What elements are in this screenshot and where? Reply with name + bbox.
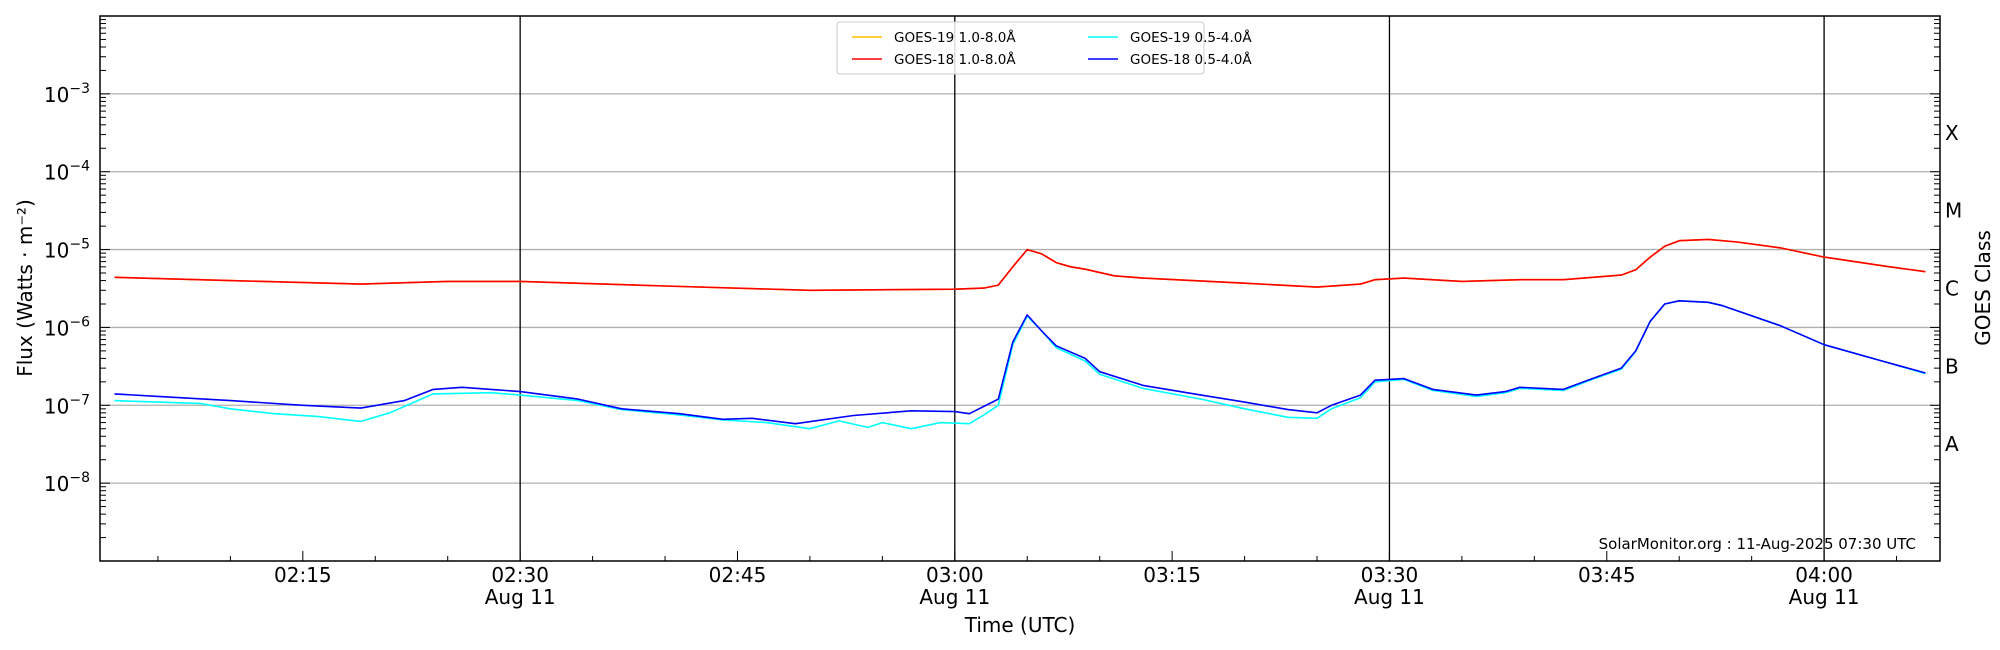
x-tick-date: Aug 11 [485, 585, 556, 609]
goes-class-label: B [1945, 354, 1959, 378]
y-tick-label: 10−5 [44, 237, 90, 263]
legend-box [836, 21, 1205, 75]
day-marker-lines [519, 16, 1825, 561]
x-tick-label: 02:15 [274, 563, 332, 587]
x-tick-label: 03:00 [926, 563, 984, 587]
legend-label: GOES-19 1.0-8.0Å [894, 29, 1016, 46]
y-tick-label: 10−8 [44, 470, 90, 496]
legend: GOES-19 1.0-8.0Å GOES-18 1.0-8.0Å GOES-19 … [836, 21, 1252, 75]
x-tick-label: 04:00 [1795, 563, 1853, 587]
y-tick-label: 10−3 [44, 81, 90, 107]
plot-frame [99, 15, 1941, 562]
x-tick-label: 02:45 [709, 563, 767, 587]
legend-label: GOES-18 0.5-4.0Å [1130, 51, 1252, 68]
x-axis-label: Time (UTC) [964, 613, 1076, 637]
series-lines [114, 238, 1926, 430]
x-tick-label: 03:30 [1361, 563, 1419, 587]
goes-class-label: C [1945, 277, 1959, 301]
footer-annotation: SolarMonitor.org : 11-Aug-2025 07:30 UTC [1599, 535, 1916, 553]
y-tick-label: 10−4 [44, 159, 90, 185]
series-line-2 [114, 299, 1926, 430]
goes-class-label: A [1945, 432, 1959, 456]
x-tick-label: 03:15 [1143, 563, 1201, 587]
x-tick-date: Aug 11 [919, 585, 990, 609]
legend-label: GOES-18 1.0-8.0Å [894, 51, 1016, 68]
grid-lines [100, 93, 1940, 484]
legend-label: GOES-19 0.5-4.0Å [1130, 29, 1252, 46]
goes-class-label: M [1945, 199, 1962, 223]
series-line-1 [114, 238, 1926, 292]
x-tick-date: Aug 11 [1789, 585, 1860, 609]
y-axis-label: Flux (Watts · m⁻²) [13, 199, 37, 377]
x-tick-label: 02:30 [491, 563, 549, 587]
x-tick-date: Aug 11 [1354, 585, 1425, 609]
series-line-3 [114, 299, 1926, 425]
y2-axis-label: GOES Class [1971, 230, 1995, 346]
x-tick-label: 03:45 [1578, 563, 1636, 587]
y-tick-label: 10−6 [44, 314, 90, 340]
y-tick-label: 10−7 [44, 392, 90, 418]
axis-ticks [100, 19, 1940, 562]
goes-class-label: X [1945, 121, 1959, 145]
